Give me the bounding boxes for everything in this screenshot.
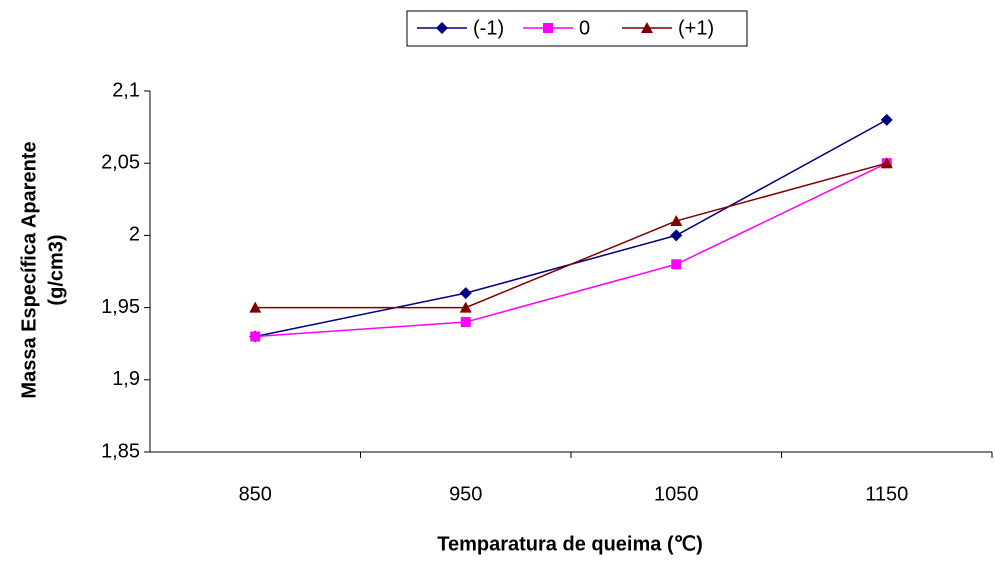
y-axis-label: (g/cm3) <box>45 234 67 305</box>
legend-label: (-1) <box>473 17 504 39</box>
marker <box>249 301 262 313</box>
line <box>255 162 887 309</box>
marker <box>670 214 683 226</box>
x-tick-label: 850 <box>239 483 272 505</box>
y-tick-label: 1,95 <box>101 296 140 318</box>
x-tick-label: 950 <box>449 483 482 505</box>
marker <box>459 301 472 313</box>
y-tick-label: 1,9 <box>112 368 140 390</box>
legend-label: 0 <box>579 17 590 39</box>
marker <box>543 23 553 33</box>
marker <box>880 113 893 126</box>
y-axis-label: Massa Específica Aparente <box>18 141 40 398</box>
marker <box>670 229 683 242</box>
x-tick-label: 1150 <box>865 483 908 505</box>
y-tick-label: 2 <box>129 224 140 246</box>
marker <box>671 259 682 270</box>
y-tick-label: 1,85 <box>101 440 140 462</box>
line <box>255 119 888 338</box>
y-tick-label: 2,1 <box>112 79 140 101</box>
marker <box>460 317 471 328</box>
x-axis-label: Temparatura de queima (℃) <box>437 533 702 555</box>
x-tick-label: 1050 <box>654 483 699 505</box>
line <box>255 162 888 338</box>
marker <box>641 22 653 33</box>
legend-label: (+1) <box>678 17 714 39</box>
marker <box>436 22 448 34</box>
marker <box>250 331 261 342</box>
y-tick-label: 2,05 <box>101 151 140 173</box>
marker <box>459 287 472 300</box>
marker <box>880 157 893 169</box>
